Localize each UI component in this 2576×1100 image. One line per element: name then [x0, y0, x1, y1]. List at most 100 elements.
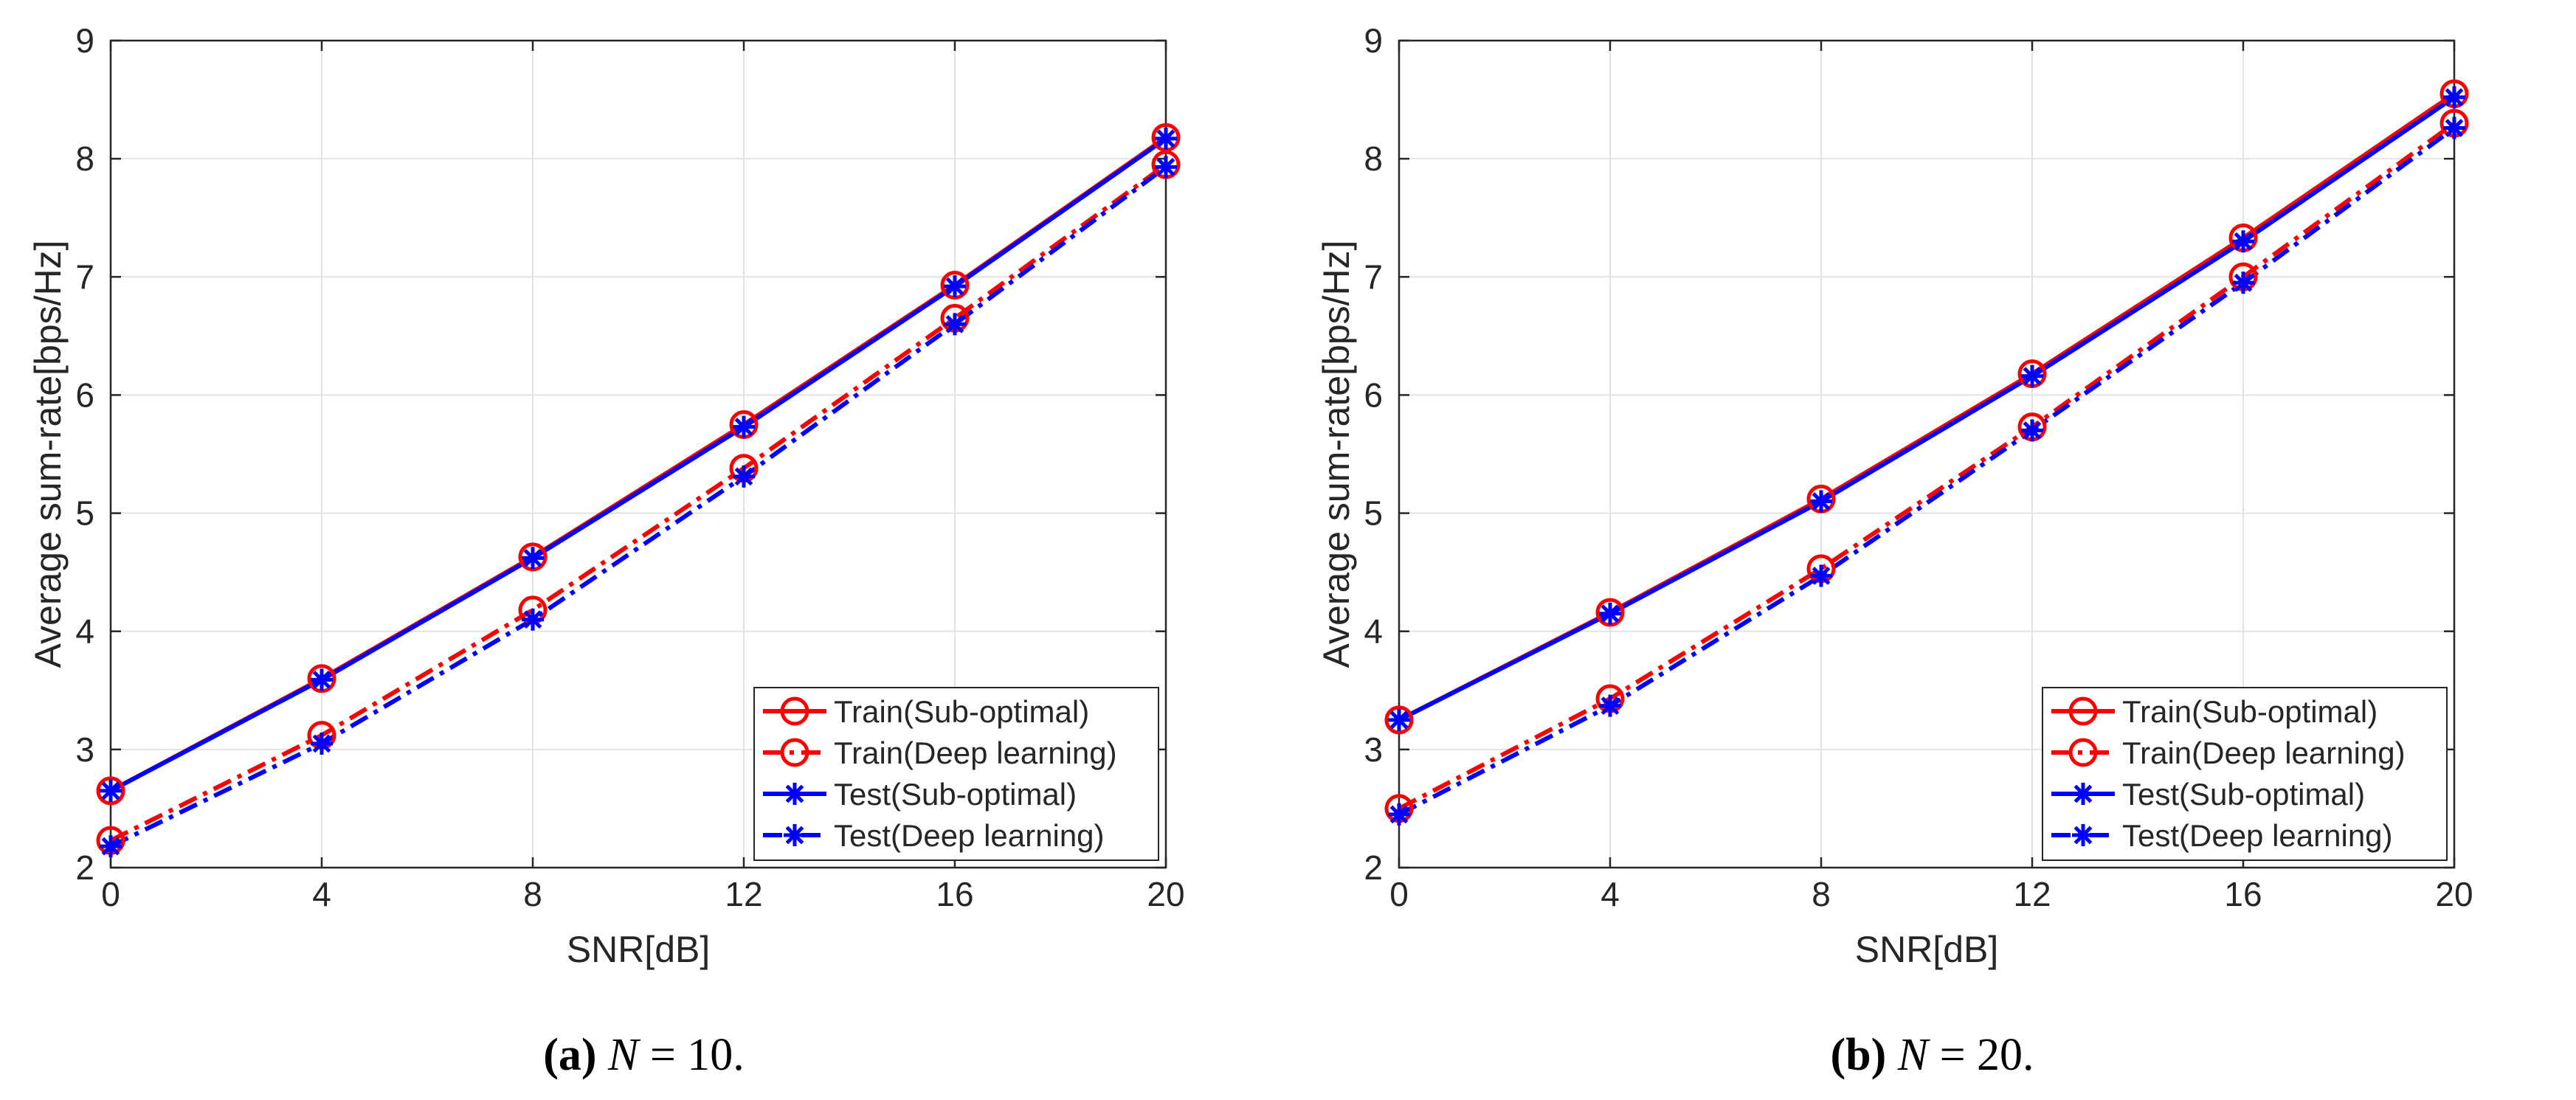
x-axis-label: SNR[dB]	[567, 929, 711, 970]
axes-box	[1398, 39, 2456, 869]
data-point	[940, 270, 970, 300]
x-tick-label: 12	[2013, 875, 2051, 913]
y-tick-label: 8	[75, 139, 94, 178]
chart-panel-a: 0 4 8 12 16 20 2 3 4 5 6 7 8 9 SNR[dB] Average sum-rate…	[0, 21, 1288, 1082]
data-point	[733, 465, 755, 488]
y-tick-label: 6	[1364, 376, 1383, 414]
data-point	[1155, 156, 1177, 179]
y-tick-label: 7	[1364, 257, 1383, 296]
y-tick-label: 2	[75, 848, 94, 887]
data-point	[2021, 364, 2043, 387]
series-line-4	[109, 165, 1167, 848]
data-point	[1599, 694, 1621, 717]
y-tick-label: 5	[75, 494, 94, 533]
series-line-4	[1398, 126, 2456, 817]
x-tick-label: 0	[101, 875, 120, 913]
chart-svg-b: 0 4 8 12 16 20 2 3 4 5 6 7 8 9 SNR[dB] Average sum-rate…	[1316, 21, 2473, 970]
caption-label: (a)	[543, 1030, 597, 1080]
data-point	[1384, 705, 1414, 735]
x-tick-label: 4	[1600, 875, 1620, 913]
legend-label: Test(Deep learning)	[834, 818, 1105, 853]
legend-label: Test(Sub-optimal)	[2122, 777, 2365, 812]
data-point	[2443, 117, 2465, 139]
series-line-2	[109, 162, 1167, 843]
data-point	[1595, 598, 1625, 627]
data-point	[1388, 803, 1410, 826]
y-tick-label: 5	[1364, 494, 1383, 533]
legend-label: Train(Sub-optimal)	[2122, 694, 2378, 729]
series-line-3	[1398, 95, 2456, 722]
x-tick-label: 8	[1812, 875, 1831, 913]
x-tick-label: 0	[1389, 875, 1409, 913]
x-axis-label: SNR[dB]	[1855, 929, 1999, 970]
data-point	[1810, 564, 1832, 587]
chart-panel-b: 0 4 8 12 16 20 2 3 4 5 6 7 8 9 SNR[dB] Average sum-rate…	[1288, 0, 2576, 1100]
x-tick-label: 16	[936, 875, 973, 913]
legend-marker	[2072, 824, 2094, 846]
legend-box	[2042, 687, 2448, 861]
x-tick-label: 16	[2224, 875, 2262, 913]
legend-label: Train(Sub-optimal)	[834, 694, 1089, 729]
legend-box	[753, 687, 1159, 861]
legend-label: Train(Deep learning)	[2122, 736, 2406, 770]
series-line-2	[1398, 121, 2456, 811]
legend-marker	[2072, 783, 2094, 805]
y-tick-label: 8	[1364, 139, 1383, 178]
caption-text: = 20.	[1928, 1030, 2034, 1080]
data-point	[2021, 419, 2043, 442]
data-point	[1599, 602, 1621, 625]
x-tick-label: 20	[1147, 875, 1184, 913]
data-point	[311, 732, 333, 755]
caption-variable: N	[607, 1030, 639, 1080]
y-tick-label: 3	[75, 730, 94, 769]
data-point	[1155, 127, 1177, 150]
data-point	[2232, 271, 2254, 294]
data-point	[1388, 708, 1410, 731]
legend-marker	[784, 824, 806, 846]
data-point	[522, 608, 544, 631]
data-point	[944, 275, 966, 298]
data-point	[1151, 122, 1181, 152]
y-axis-label: Average sum-rate[bps/Hz]	[27, 241, 69, 668]
legend-marker	[784, 783, 806, 805]
data-point	[2232, 230, 2254, 253]
legend-label: Test(Sub-optimal)	[834, 777, 1077, 812]
y-tick-label: 4	[1364, 612, 1383, 651]
legend-marker	[2068, 696, 2098, 726]
data-point	[100, 779, 122, 802]
data-point	[100, 835, 122, 858]
legend-marker	[780, 696, 809, 726]
caption-text: = 10.	[638, 1030, 745, 1080]
y-tick-label: 9	[1364, 21, 1383, 60]
data-point	[733, 415, 755, 438]
caption-label: (b)	[1830, 1030, 1887, 1080]
x-tick-label: 20	[2435, 875, 2473, 913]
y-tick-label: 3	[1364, 730, 1383, 769]
data-point	[96, 776, 125, 806]
y-tick-label: 9	[75, 21, 94, 60]
legend: Train(Sub-optimal) Train(Deep learning) Te…	[753, 687, 1159, 861]
data-point	[522, 547, 544, 570]
legend-marker	[2068, 738, 2098, 767]
y-tick-label: 7	[75, 257, 94, 296]
axes-box	[109, 39, 1167, 869]
legend-label: Train(Deep learning)	[834, 736, 1117, 770]
legend: Train(Sub-optimal) Train(Deep learning) Te…	[2042, 687, 2448, 861]
caption-a: (a) N = 10.	[0, 1029, 1288, 1082]
caption-variable: N	[1897, 1030, 1929, 1080]
data-point	[1810, 490, 1832, 513]
caption-b: (b) N = 20.	[1288, 1029, 2576, 1082]
data-point	[311, 668, 333, 691]
x-tick-label: 8	[523, 875, 542, 913]
y-tick-label: 4	[75, 612, 94, 651]
data-point	[944, 313, 966, 336]
x-tick-label: 12	[725, 875, 762, 913]
chart-svg-a: 0 4 8 12 16 20 2 3 4 5 6 7 8 9 SNR[dB] Average sum-rate…	[27, 21, 1185, 970]
data-point	[518, 542, 548, 572]
y-tick-label: 6	[75, 376, 94, 414]
data-point	[307, 664, 336, 693]
series-line-3	[109, 136, 1167, 793]
x-tick-label: 4	[312, 875, 331, 913]
y-axis-label: Average sum-rate[bps/Hz]	[1316, 241, 1357, 668]
legend-marker	[780, 738, 809, 767]
